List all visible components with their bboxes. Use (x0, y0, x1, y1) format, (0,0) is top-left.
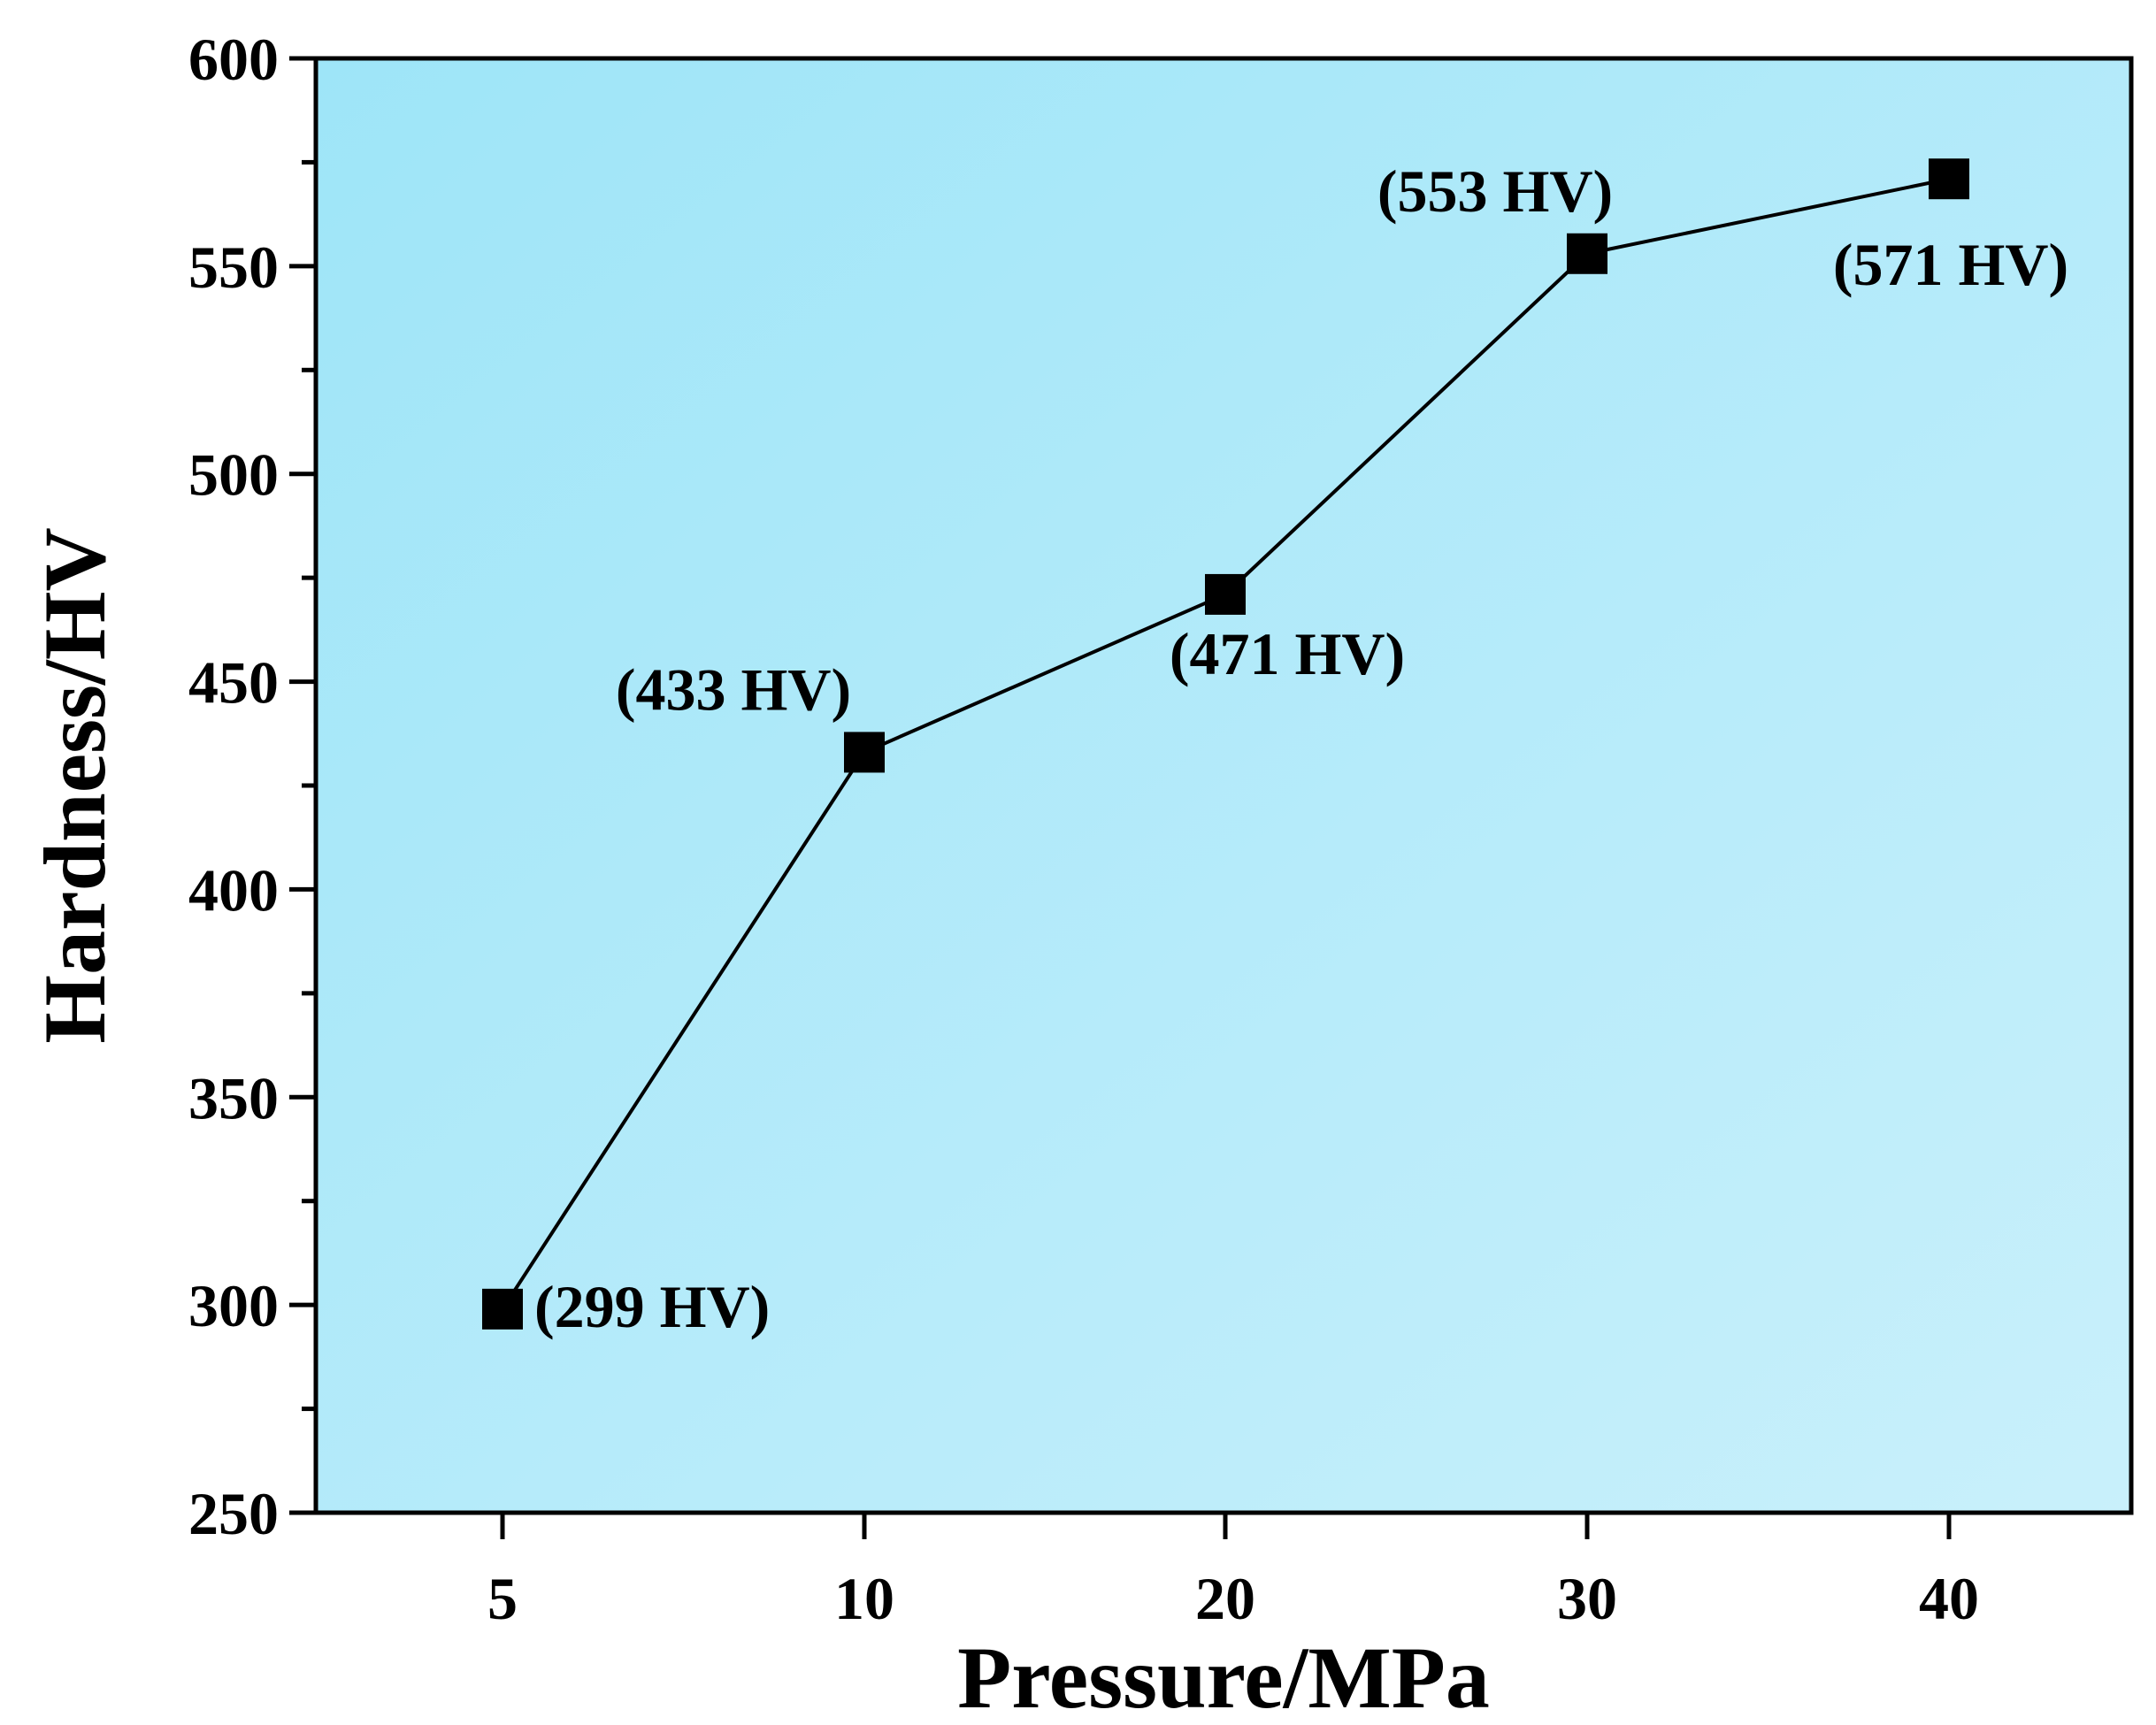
marker-layer (482, 158, 1969, 1330)
data-point-label: (553 HV) (1377, 157, 1613, 225)
x-tick-label: 5 (487, 1565, 518, 1632)
y-tick-label: 600 (188, 26, 279, 93)
y-tick-label: 500 (188, 441, 279, 509)
x-tick-label: 30 (1557, 1565, 1617, 1632)
y-tick-label: 550 (188, 234, 279, 301)
y-tick-label: 400 (188, 856, 279, 924)
data-point-label: (571 HV) (1833, 231, 2068, 298)
x-tick-label: 20 (1195, 1565, 1255, 1632)
plot-area (316, 58, 2131, 1513)
data-point-marker (1567, 233, 1607, 274)
y-axis: 250 300 350 400 450 500 550 600 (188, 26, 316, 1547)
x-axis-title: Pressure/MPa (957, 1629, 1490, 1725)
data-point-marker (1205, 573, 1246, 615)
y-tick-label: 450 (188, 649, 279, 717)
x-axis: 5 10 20 30 40 (487, 1513, 1979, 1632)
y-tick-label: 300 (188, 1272, 279, 1339)
data-point-marker (844, 732, 885, 773)
point-label-layer: (299 HV) (433 HV) (471 HV) (553 HV) (571 HV) (534, 157, 2068, 1340)
data-point-label: (433 HV) (616, 656, 851, 723)
y-tick-label: 350 (188, 1064, 279, 1131)
data-point-label: (471 HV) (1170, 620, 1405, 687)
data-point-marker (1929, 158, 1969, 200)
x-tick-label: 10 (834, 1565, 894, 1632)
x-tick-label: 40 (1919, 1565, 1979, 1632)
y-tick-label: 250 (188, 1480, 279, 1547)
data-point-marker (482, 1288, 523, 1330)
y-axis-title: Hardness/HV (26, 527, 124, 1043)
data-point-label: (299 HV) (534, 1273, 770, 1340)
